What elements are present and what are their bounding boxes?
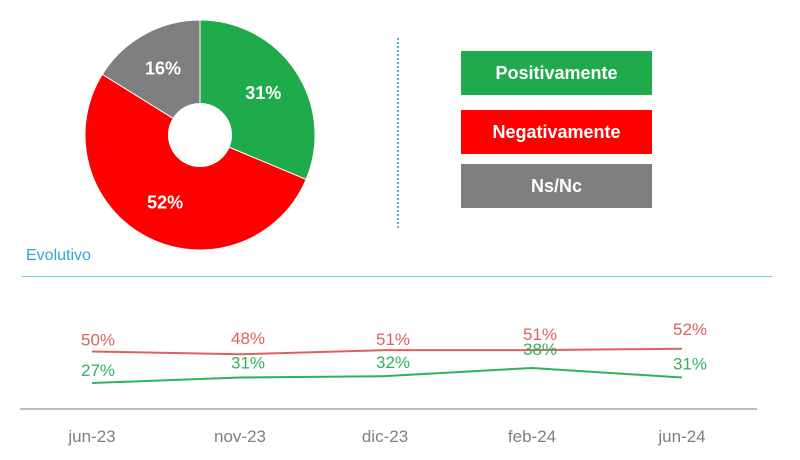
data-label-negativamente: 48% — [231, 329, 265, 348]
series-line-positivamente — [91, 366, 683, 385]
data-label-positivamente: 38% — [523, 340, 557, 359]
section-title: Evolutivo — [26, 247, 91, 264]
x-tick-label: jun-23 — [67, 427, 115, 446]
line-chart: jun-23 nov-23 dic-23 feb-24 jun-24 50% 48% 51% 5… — [0, 290, 800, 460]
data-label-negativamente: 51% — [376, 330, 410, 349]
data-label-positivamente: 27% — [81, 361, 115, 380]
x-tick-label: feb-24 — [508, 427, 556, 446]
donut-slice-ns-nc — [101, 19, 201, 136]
donut-label-positivamente: 31% — [245, 83, 281, 103]
data-label-negativamente: 52% — [673, 320, 707, 339]
donut-label-negativamente: 52% — [147, 193, 183, 213]
data-label-negativamente: 50% — [81, 331, 115, 350]
legend-positivamente: Positivamente — [461, 51, 652, 95]
legend-nsnc: Ns/Nc — [461, 164, 652, 208]
data-label-positivamente: 32% — [376, 353, 410, 372]
donut-hole — [168, 103, 232, 167]
line-chart-svg: jun-23 nov-23 dic-23 feb-24 jun-24 50% 48% 51% 5… — [20, 320, 757, 446]
series-line-negativamente — [91, 347, 683, 356]
donut-chart: 31% 52% 16% — [80, 15, 320, 255]
data-label-positivamente: 31% — [231, 354, 265, 373]
donut-label-ns-nc: 16% — [145, 59, 181, 79]
legend-negativamente: Negativamente — [461, 110, 652, 154]
data-label-positivamente: 31% — [673, 355, 707, 374]
x-tick-label: nov-23 — [214, 427, 266, 446]
x-tick-label: dic-23 — [362, 427, 408, 446]
data-label-negativamente: 51% — [523, 325, 557, 344]
vertical-divider — [397, 38, 399, 228]
section-divider — [22, 276, 772, 277]
donut-chart-svg: 31% 52% 16% — [84, 19, 316, 251]
x-tick-label: jun-24 — [657, 427, 705, 446]
